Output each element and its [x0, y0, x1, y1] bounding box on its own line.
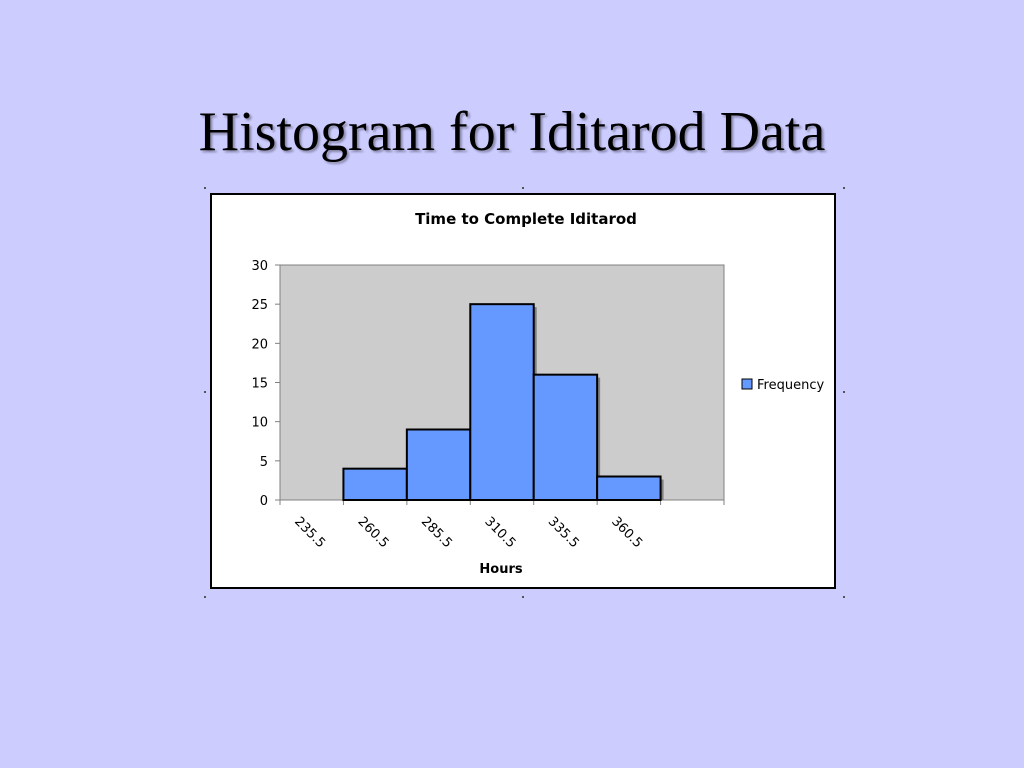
y-tick-label: 30	[251, 259, 268, 274]
x-tick-label: 235.5	[291, 514, 328, 551]
selection-handle-bl	[204, 596, 206, 598]
chart-title: Time to Complete Iditarod	[415, 210, 637, 228]
y-tick-label: 10	[251, 416, 268, 431]
histogram-bar	[405, 428, 472, 501]
chart-object[interactable]: Time to Complete Iditarod 0 5 10 15 20 25 30 23…	[210, 193, 836, 589]
legend[interactable]: Frequency	[741, 378, 824, 393]
y-tick-label: 25	[251, 298, 268, 313]
x-tick-label: 260.5	[355, 514, 392, 551]
legend-label: Frequency	[757, 378, 824, 393]
legend-swatch	[741, 378, 753, 390]
x-axis-label: Hours	[479, 562, 522, 577]
selection-handle-br	[843, 596, 845, 598]
y-tick-label: 20	[251, 337, 268, 352]
x-tick-label: 360.5	[608, 514, 645, 551]
slide-title: Histogram for Iditarod Data	[198, 101, 826, 163]
selection-handle-tc	[522, 187, 524, 189]
selection-handle-tl	[204, 187, 206, 189]
histogram-bar	[342, 467, 408, 501]
y-tick-label: 15	[251, 377, 268, 392]
selection-handle-bc	[522, 596, 524, 598]
x-tick-label: 335.5	[545, 514, 582, 551]
selection-handle-ml	[204, 391, 206, 393]
selection-handle-mr	[843, 391, 845, 393]
selection-handle-tr	[843, 187, 845, 189]
histogram-bar	[532, 373, 599, 502]
histogram-bar	[469, 303, 535, 501]
histogram-chart: Time to Complete Iditarod 0 5 10 15 20 25 30 23…	[251, 210, 824, 577]
plot-area: 0 5 10 15 20 25 30 235.5 260.5 285.5 310.5 335.5 360…	[251, 259, 725, 551]
x-tick-label: 285.5	[418, 514, 455, 551]
histogram-bar	[596, 475, 662, 501]
y-tick-label: 5	[260, 455, 268, 470]
y-tick-label: 0	[260, 494, 268, 509]
x-tick-label: 310.5	[481, 514, 518, 551]
